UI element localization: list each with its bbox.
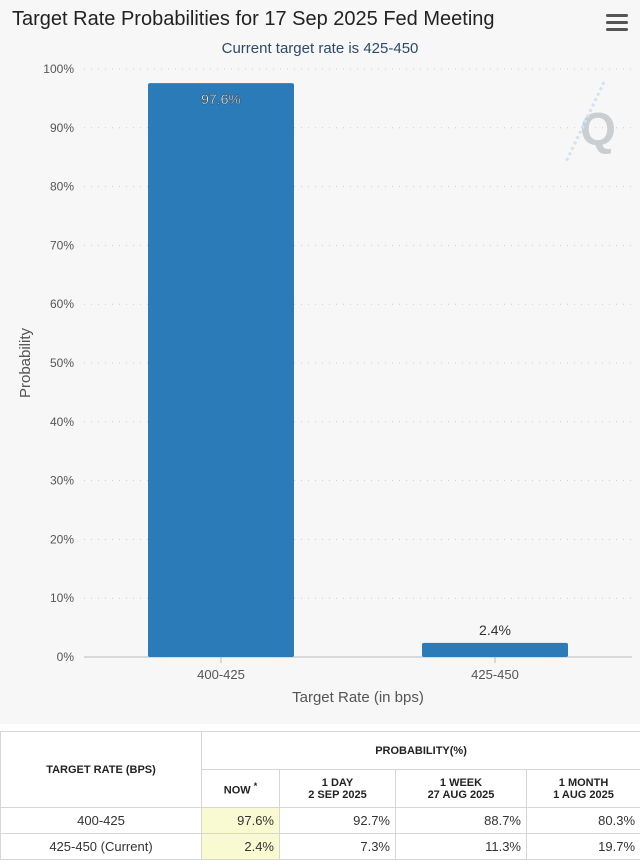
y-tick-label: 30% xyxy=(50,474,74,488)
table-row: 400-425 97.6% 92.7% 88.7% 80.3% xyxy=(0,807,640,834)
value-cell: 80.3% xyxy=(525,807,640,834)
table-subheader-row: NOW * 1 DAY 2 SEP 2025 1 WEEK 27 AUG 2025 … xyxy=(1,769,640,808)
header-probability: PROBABILITY(%) xyxy=(200,731,640,770)
value-cell: 11.3% xyxy=(395,833,527,860)
header-target-rate: TARGET RATE (BPS) xyxy=(0,731,202,808)
chart-panel: Target Rate Probabilities for 17 Sep 202… xyxy=(12,8,632,706)
watermark-stroke xyxy=(564,81,606,163)
y-tick-label: 10% xyxy=(50,591,74,605)
watermark-logo: Q xyxy=(580,103,616,155)
bar-400-425 xyxy=(148,83,294,657)
y-tick-label: 40% xyxy=(50,415,74,429)
value-cell: 92.7% xyxy=(279,807,396,834)
x-tick-label: 400-425 xyxy=(197,667,245,682)
now-cell: 97.6% xyxy=(201,807,280,834)
y-tick-label: 0% xyxy=(57,650,75,664)
y-tick-label: 70% xyxy=(50,238,74,252)
data-label: 2.4% xyxy=(479,622,511,638)
data-label: 97.6% xyxy=(201,91,241,107)
y-tick-label: 90% xyxy=(50,121,74,135)
y-tick-label: 80% xyxy=(50,180,74,194)
x-axis-title: Target Rate (in bps) xyxy=(292,689,424,706)
bar-425-450 xyxy=(422,642,568,657)
column-now: NOW * xyxy=(201,769,280,808)
y-tick-label: 50% xyxy=(50,356,74,370)
bar-chart: Q 0% 10% 20% 30% 40% 50% 60% 70% 80% 90% 100% 400-42… xyxy=(17,62,632,706)
y-tick-label: 60% xyxy=(50,297,74,311)
table-header-row: TARGET RATE (BPS) PROBABILITY(%) xyxy=(0,731,640,808)
rate-cell: 425-450 (Current) xyxy=(0,833,202,860)
table-row: 425-450 (Current) 2.4% 7.3% 11.3% 19.7% xyxy=(0,833,640,860)
value-cell: 88.7% xyxy=(395,807,527,834)
y-tick-label: 100% xyxy=(43,62,74,76)
value-cell: 19.7% xyxy=(525,833,640,860)
column-1-day: 1 DAY 2 SEP 2025 xyxy=(279,769,396,808)
probability-table: TARGET RATE (BPS) PROBABILITY(%) NOW * 1… xyxy=(0,731,640,860)
y-axis-title: Probability xyxy=(17,327,34,398)
probability-table-container: TARGET RATE (BPS) PROBABILITY(%) NOW * 1… xyxy=(0,731,640,860)
chart-title: Target Rate Probabilities for 17 Sep 202… xyxy=(12,8,495,30)
y-tick-label: 20% xyxy=(50,532,74,546)
value-cell: 7.3% xyxy=(279,833,396,860)
hamburger-menu-icon[interactable] xyxy=(606,14,628,34)
chart-subtitle: Current target rate is 425-450 xyxy=(221,40,419,57)
now-cell: 2.4% xyxy=(201,833,280,860)
column-1-month: 1 MONTH 1 AUG 2025 xyxy=(525,769,640,808)
column-1-week: 1 WEEK 27 AUG 2025 xyxy=(395,769,527,808)
x-tick-label: 425-450 xyxy=(471,667,519,682)
rate-cell: 400-425 xyxy=(0,807,202,834)
